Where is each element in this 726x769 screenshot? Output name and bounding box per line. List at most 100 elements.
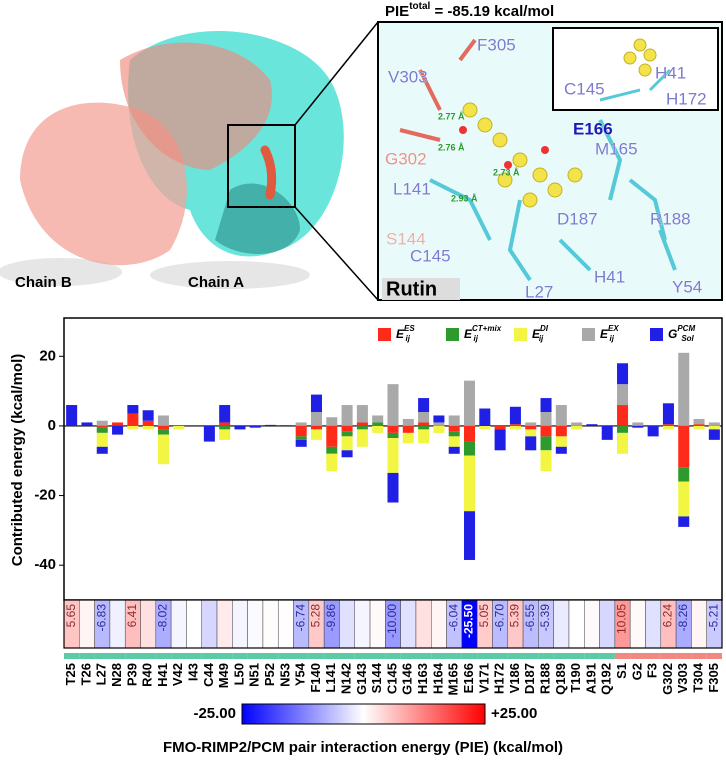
bar-segment: [678, 481, 690, 517]
bar-segment: [173, 425, 185, 430]
chain-strip: [370, 653, 386, 659]
heatmap-cell: [232, 599, 248, 649]
bar-segment: [571, 422, 583, 426]
bar-segment: [372, 425, 384, 433]
bar-segment: [402, 432, 414, 444]
bar-segment: [662, 403, 674, 425]
x-tick-label: M165: [446, 663, 461, 696]
x-tick-label: R188: [537, 663, 552, 694]
pie-label: -8.02: [156, 604, 170, 632]
x-tick-label: A191: [583, 663, 598, 694]
residue-label: E166: [573, 119, 613, 138]
legend-sup: DI: [540, 324, 549, 333]
bar-segment: [708, 422, 720, 426]
legend-name: E: [532, 327, 541, 341]
legend-sup: PCM: [677, 324, 695, 333]
heatmap-cell: [599, 599, 616, 649]
bar-segment: [418, 422, 430, 426]
residue-label: C145: [564, 79, 605, 98]
heatmap-cell: [186, 599, 202, 649]
bar-segment: [693, 425, 705, 430]
residue-label: D187: [557, 209, 598, 228]
bar-segment: [464, 380, 476, 426]
heatmap-cell: [109, 599, 126, 649]
bar-segment: [601, 425, 613, 440]
ligand-label: Rutin: [386, 278, 437, 300]
x-tick-label: V303: [675, 663, 690, 693]
bar-segment: [509, 425, 521, 430]
bar-segment: [310, 429, 322, 440]
bar-segment: [326, 425, 338, 447]
bar-segment: [571, 425, 583, 430]
bar-segment: [295, 422, 307, 426]
bar-segment: [66, 405, 78, 426]
bar-segment: [326, 417, 338, 426]
x-tick-label: N53: [277, 663, 292, 687]
bar-segment: [433, 415, 445, 423]
chain-strip: [79, 653, 95, 659]
chain-strip: [293, 653, 309, 659]
legend-name: E: [396, 327, 405, 341]
bar-segment: [326, 453, 338, 472]
bar-segment: [142, 425, 154, 430]
bar-segment: [418, 429, 430, 444]
bar-segment: [418, 398, 430, 412]
bar-segment: [219, 429, 231, 440]
y-tick-label: -20: [34, 487, 56, 504]
bar-segment: [157, 415, 169, 426]
x-tick-label: F305: [706, 663, 721, 693]
chain-strip: [630, 653, 646, 659]
chain-strip: [339, 653, 355, 659]
legend-label: EES ij: [396, 324, 415, 343]
bar-segment: [387, 384, 399, 426]
heatmap-cell: [553, 599, 570, 649]
heatmap-cell: [691, 599, 707, 649]
chain-strip: [217, 653, 233, 659]
chain-strip: [431, 653, 447, 659]
pie-label: -5.21: [707, 604, 721, 632]
chain-strip: [614, 653, 631, 659]
bar-segment: [708, 429, 720, 440]
legend-label: EEX ij: [600, 324, 619, 343]
bar-segment: [295, 425, 307, 437]
legend-label: EDI ij: [532, 324, 549, 343]
bar-segment: [234, 425, 246, 430]
bar-segment: [387, 438, 399, 473]
heatmap-cell: [201, 599, 218, 649]
x-tick-label: F140: [308, 663, 323, 693]
bar-segment: [555, 446, 567, 454]
legend-sup: CT+mix: [472, 324, 502, 333]
residue-label: R188: [650, 209, 691, 228]
x-tick-label: Q189: [553, 663, 568, 695]
chain-strip: [324, 653, 340, 659]
bar-segment: [448, 415, 460, 426]
chain-strip: [94, 653, 110, 659]
distance-label: 2.93 Å: [451, 193, 478, 203]
bar-segment: [341, 436, 353, 451]
chain-strip: [691, 653, 707, 659]
legend-sub: ij: [405, 334, 410, 343]
chain-strip: [385, 653, 401, 659]
heatmap-cell: [629, 599, 646, 649]
bar-segment: [525, 436, 537, 451]
x-tick-label: G146: [400, 663, 415, 695]
chain-strip: [201, 653, 218, 659]
x-tick-label: T190: [568, 663, 583, 693]
bar-segment: [617, 405, 629, 426]
x-tick-label: C44: [201, 662, 216, 687]
chain-strip: [186, 653, 202, 659]
chain-strip: [492, 653, 508, 659]
bar-segment: [464, 455, 476, 512]
x-tick-label: G2: [629, 663, 644, 680]
residue-label: F305: [477, 35, 516, 54]
x-tick-label: P39: [124, 663, 139, 686]
x-tick-label: T304: [690, 662, 705, 692]
pie-label: -6.04: [446, 604, 460, 632]
bar-segment: [295, 439, 307, 447]
heatmap-cell: [140, 599, 157, 649]
bar-segment: [310, 412, 322, 426]
bar-segment: [693, 418, 705, 425]
chain-strip: [553, 653, 569, 659]
chain-strip: [232, 653, 248, 659]
y-tick-label: 20: [39, 347, 56, 364]
